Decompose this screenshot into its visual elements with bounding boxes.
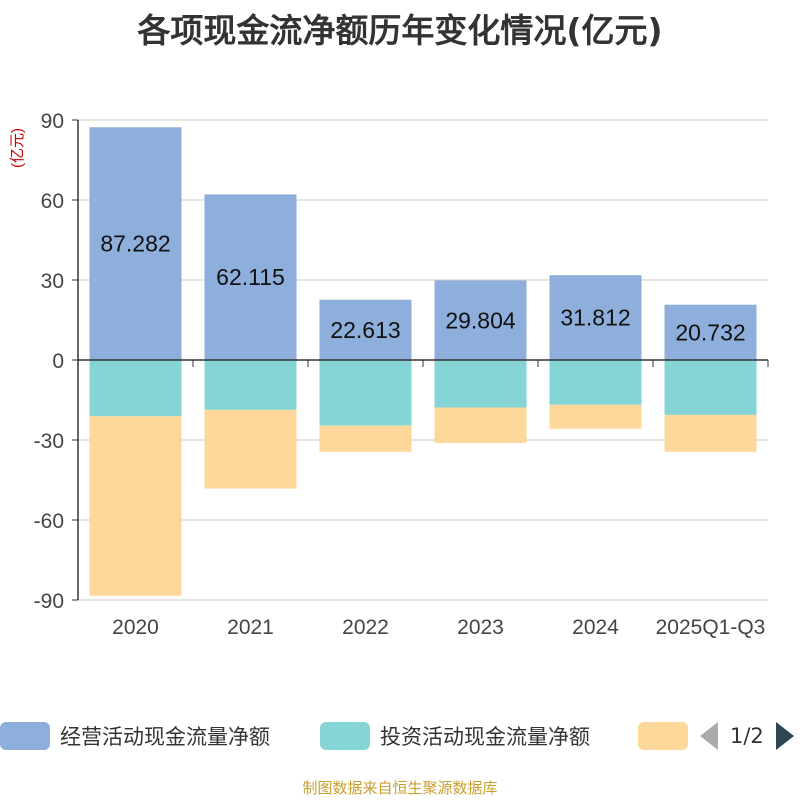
y-tick-label: -90 xyxy=(34,590,64,613)
data-source-note: 制图数据来自恒生聚源数据库 xyxy=(302,779,498,797)
y-tick-label: -30 xyxy=(34,430,64,453)
next-page-icon[interactable] xyxy=(775,722,794,750)
legend-pager: 1/2 xyxy=(700,718,794,754)
bar-series2-2025Q1-Q3[interactable] xyxy=(664,414,757,452)
bar-series2-2024[interactable] xyxy=(549,404,642,429)
bar-series1-2022[interactable] xyxy=(319,360,412,426)
legend-item-investing[interactable]: 投资活动现金流量净额 xyxy=(320,718,590,754)
bar-series1-2021[interactable] xyxy=(204,360,297,410)
data-label-2023: 29.804 xyxy=(445,307,516,333)
data-label-2022: 22.613 xyxy=(330,317,400,343)
prev-page-icon[interactable] xyxy=(700,722,718,750)
bar-series0-2024[interactable] xyxy=(549,275,642,360)
legend-label-operating: 经营活动现金流量净额 xyxy=(60,725,270,749)
legend-item-financing[interactable] xyxy=(638,718,698,754)
y-tick-label: 30 xyxy=(41,270,64,293)
bar-series2-2023[interactable] xyxy=(434,407,527,443)
legend-swatch-investing xyxy=(320,722,370,750)
bar-series1-2020[interactable] xyxy=(89,360,182,417)
y-axis-unit-label: (亿元) xyxy=(9,128,26,168)
bar-series2-2020[interactable] xyxy=(89,416,182,596)
bar-series1-2023[interactable] xyxy=(434,360,527,408)
chart-title: 各项现金流净额历年变化情况(亿元) xyxy=(137,11,663,50)
x-tick-label: 2024 xyxy=(572,616,619,639)
data-label-2024: 31.812 xyxy=(560,305,630,331)
data-label-2020: 87.282 xyxy=(100,231,170,257)
legend-swatch-operating xyxy=(0,722,50,750)
bar-series0-2021[interactable] xyxy=(204,194,297,360)
x-tick-label: 2023 xyxy=(457,616,504,639)
legend: 经营活动现金流量净额 投资活动现金流量净额 1/2 xyxy=(0,718,800,754)
x-tick-label: 2021 xyxy=(227,616,274,639)
bars[interactable] xyxy=(89,127,757,596)
y-tick-label: -60 xyxy=(34,510,64,533)
data-label-2021: 62.115 xyxy=(216,264,285,290)
legend-swatch-financing xyxy=(638,722,688,750)
bar-series1-2025Q1-Q3[interactable] xyxy=(664,360,757,415)
legend-label-investing: 投资活动现金流量净额 xyxy=(380,725,590,749)
bar-series0-2023[interactable] xyxy=(434,280,527,360)
legend-page-indicator: 1/2 xyxy=(730,724,764,748)
x-tick-label: 2022 xyxy=(342,616,389,639)
grid-lines xyxy=(78,119,768,601)
bar-series0-2025Q1-Q3[interactable] xyxy=(664,304,757,360)
chart-area: 90 60 30 0 -30 -60 -90 2020 2021 2022 2023 2024 2025… xyxy=(9,110,769,639)
data-labels: 87.282 62.115 22.613 29.804 31.812 20.732 xyxy=(100,231,745,346)
axes: 90 60 30 0 -30 -60 -90 2020 2021 2022 2023 2024 2025… xyxy=(34,110,769,639)
bar-series0-2022[interactable] xyxy=(319,299,412,360)
x-tick-label: 2025Q1-Q3 xyxy=(656,616,766,639)
y-tick-label: 90 xyxy=(41,110,64,133)
y-tick-label: 60 xyxy=(41,190,64,213)
bar-series2-2022[interactable] xyxy=(319,425,412,452)
bar-series0-2020[interactable] xyxy=(89,127,182,360)
x-tick-label: 2020 xyxy=(112,616,159,639)
data-label-2025Q1-Q3: 20.732 xyxy=(675,319,745,345)
legend-item-operating[interactable]: 经营活动现金流量净额 xyxy=(0,718,270,754)
bar-series2-2021[interactable] xyxy=(204,409,297,489)
bar-series1-2024[interactable] xyxy=(549,360,642,405)
y-tick-label: 0 xyxy=(52,350,64,373)
